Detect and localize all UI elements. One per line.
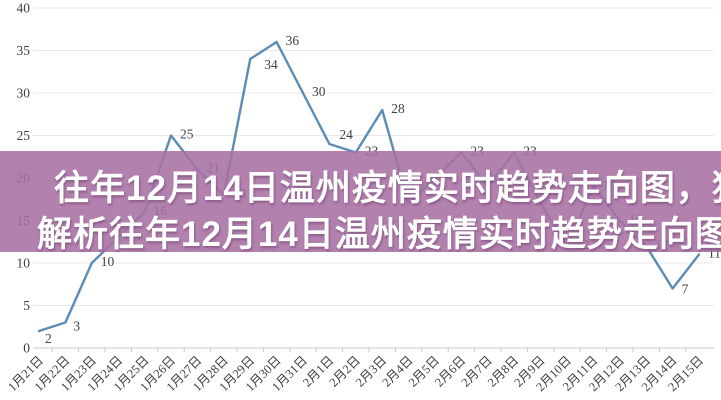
title-overlay-band: [0, 151, 721, 252]
point-label: 28: [391, 101, 405, 116]
overlay-title-line1: 往年12月14日温州疫情实时趋势走向图，独家: [54, 169, 721, 208]
y-axis-label: 5: [23, 298, 30, 313]
y-axis-label: 30: [17, 86, 31, 101]
point-label: 10: [101, 254, 115, 269]
y-axis-label: 10: [17, 256, 31, 271]
y-axis-label: 0: [23, 341, 30, 356]
point-label: 2: [45, 331, 52, 346]
point-label: 24: [339, 127, 353, 142]
point-label: 3: [73, 319, 80, 334]
y-axis-label: 40: [17, 1, 31, 16]
point-label: 36: [286, 33, 300, 48]
y-axis-label: 25: [17, 128, 31, 143]
point-label: 30: [312, 84, 326, 99]
point-label: 25: [180, 127, 194, 142]
y-axis-label: 35: [17, 43, 31, 58]
point-label: 34: [264, 57, 278, 72]
point-label: 7: [682, 282, 689, 297]
overlay-title-line2: 解析往年12月14日温州疫情实时趋势走向图，数: [37, 215, 721, 254]
